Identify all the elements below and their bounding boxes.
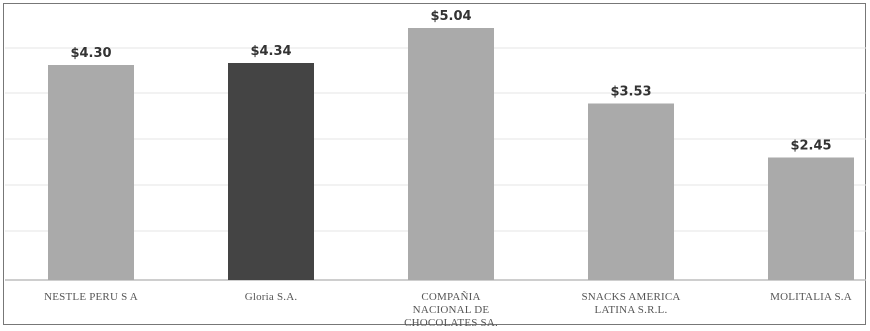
category-label-3: COMPAÑIA NACIONAL DE CHOCOLATES SA. — [404, 291, 498, 326]
category-label-4: SNACKS AMERICA LATINA S.R.L. — [581, 291, 680, 316]
category-label-5: MOLITALIA S.A — [770, 291, 852, 303]
data-label-4: $3.53 — [610, 85, 651, 100]
bars — [48, 28, 854, 280]
bar-2 — [228, 63, 314, 280]
data-label-1: $4.30 — [70, 46, 111, 61]
bar-chart: $4.30 $4.34 $5.04 $3.53 $2.45 NESTLE PERU S … — [5, 9, 866, 326]
bar-3 — [408, 28, 494, 280]
category-label-1: NESTLE PERU S A — [44, 291, 138, 303]
category-label-2: Gloria S.A. — [245, 291, 298, 303]
bar-4 — [588, 103, 674, 280]
data-label-5: $2.45 — [790, 139, 831, 154]
bar-5 — [768, 157, 854, 280]
category-labels: NESTLE PERU S A Gloria S.A. COMPAÑIA NACION… — [44, 291, 852, 326]
data-label-2: $4.34 — [250, 44, 291, 59]
chart-frame: $4.30 $4.34 $5.04 $3.53 $2.45 NESTLE PERU S … — [3, 3, 866, 326]
data-label-3: $5.04 — [430, 9, 471, 24]
bar-1 — [48, 65, 134, 280]
data-labels: $4.30 $4.34 $5.04 $3.53 $2.45 — [70, 9, 831, 154]
